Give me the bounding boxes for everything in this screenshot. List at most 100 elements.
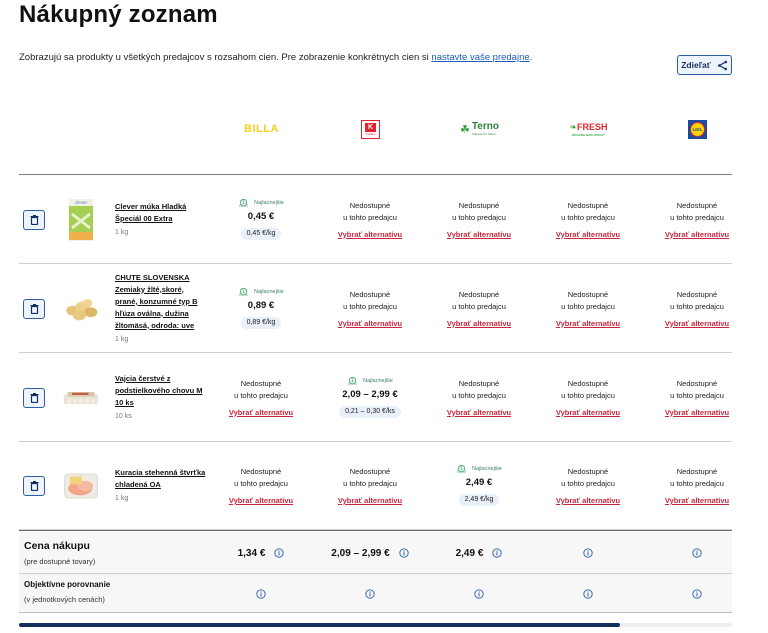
product-name-link[interactable]: Clever múka Hladká Špeciál 00 Extra bbox=[115, 201, 187, 223]
unavailable-text-line2: u tohto predajcu bbox=[343, 479, 397, 488]
product-name-link[interactable]: Kuracia stehenná štvrťka chladená OA bbox=[115, 468, 206, 489]
clover-icon: ☘ bbox=[460, 123, 470, 136]
unavailable-text: Nedostupné bbox=[240, 467, 282, 476]
choose-alternative-link[interactable]: Vybrať alternatívu bbox=[664, 318, 730, 328]
unavailable-text: Nedostupné bbox=[567, 378, 609, 388]
choose-alternative-link[interactable]: Vybrať alternatívu bbox=[446, 407, 512, 417]
retailer-logo-lidl: LIDL bbox=[643, 112, 752, 146]
intro-text-body: Zobrazujú sa produkty u všetkých predajc… bbox=[19, 52, 432, 63]
cheapest-badge: 1 Najlacnejšie bbox=[429, 464, 529, 474]
unavailable-text-line2: u tohto predajcu bbox=[234, 479, 288, 488]
product-quantity: 1 kg bbox=[115, 335, 129, 343]
total-price-row: Cena nákupu (pre dostupné tovary) 1,34 €… bbox=[19, 531, 732, 574]
product-image bbox=[63, 376, 99, 420]
lidl-logo: LIDL bbox=[688, 119, 707, 139]
info-icon[interactable] bbox=[399, 548, 409, 558]
set-stores-link[interactable]: nastavte vaše predajne bbox=[431, 52, 530, 63]
unavailable-text: Nedostupné bbox=[349, 289, 391, 299]
summary-section: Cena nákupu (pre dostupné tovary) 1,34 €… bbox=[19, 530, 732, 613]
offer-cell-fresh: Nedostupné u tohto predajcu Vybrať alterna… bbox=[538, 466, 638, 508]
total-price: 2,09 – 2,99 € bbox=[331, 547, 390, 559]
choose-alternative-link[interactable]: Vybrať alternatívu bbox=[664, 496, 730, 505]
choose-alternative-link[interactable]: Vybrať alternatívu bbox=[555, 318, 621, 328]
delete-item-button[interactable] bbox=[23, 387, 45, 408]
product-image bbox=[63, 287, 99, 331]
retailer-logo-billa: BILLA bbox=[207, 112, 316, 146]
offer-cell-lidl: Nedostupné u tohto predajcu Vybrať alterna… bbox=[647, 466, 747, 508]
product-row: Kuracia stehenná štvrťka chladená OA 1 kg… bbox=[19, 442, 732, 530]
info-icon[interactable] bbox=[274, 548, 285, 558]
cheapest-badge: 1 Najlacnejšie bbox=[320, 376, 420, 386]
choose-alternative-link[interactable]: Vybrať alternatívu bbox=[555, 496, 621, 505]
info-icon[interactable] bbox=[256, 589, 266, 599]
delete-item-button[interactable] bbox=[23, 298, 45, 319]
offer-cell-lidl: Nedostupné u tohto predajcu Vybrať alterna… bbox=[647, 378, 747, 420]
share-button[interactable]: Zdieľať bbox=[677, 55, 732, 75]
unavailable-text: Nedostupné bbox=[567, 200, 609, 210]
choose-alternative-link[interactable]: Vybrať alternatívu bbox=[337, 318, 403, 328]
cheapest-medal-icon: 1 bbox=[239, 198, 249, 207]
product-info: Vajcia čerstvé z podstielkového chovu M … bbox=[115, 373, 207, 420]
svg-text:clever: clever bbox=[75, 200, 88, 205]
product-image bbox=[63, 464, 99, 508]
retailer-logo-terno: ☘ Terno Vrátane ich zákon bbox=[425, 112, 534, 146]
choose-alternative-link[interactable]: Vybrať alternatívu bbox=[446, 229, 512, 239]
cheapest-label: Najlacnejšie bbox=[363, 377, 393, 384]
total-cell-terno: 2,49 € bbox=[429, 545, 529, 561]
product-quantity: 10 ks bbox=[115, 412, 132, 420]
info-icon[interactable] bbox=[492, 548, 503, 558]
info-icon[interactable] bbox=[365, 589, 375, 599]
choose-alternative-link[interactable]: Vybrať alternatívu bbox=[228, 407, 294, 417]
delete-item-button[interactable] bbox=[23, 209, 45, 230]
retailer-logo-kaufland: K Kaufland bbox=[316, 112, 425, 146]
offer-cell-lidl: Nedostupné u tohto predajcu Vybrať alterna… bbox=[647, 200, 747, 242]
total-cell-kaufland: 2,09 – 2,99 € bbox=[320, 545, 420, 561]
billa-logo: BILLA bbox=[244, 123, 279, 135]
unavailable-text: Nedostupné bbox=[349, 467, 391, 476]
offer-cell-lidl: Nedostupné u tohto predajcu Vybrať alterna… bbox=[647, 289, 747, 331]
choose-alternative-link[interactable]: Vybrať alternatívu bbox=[555, 229, 621, 239]
info-icon[interactable] bbox=[474, 589, 484, 599]
kaufland-logo-mark: K bbox=[365, 122, 376, 132]
retailer-header: BILLA K Kaufland ☘ Terno Vrátane ich zák… bbox=[0, 112, 768, 146]
offer-cell-billa: Nedostupné u tohto predajcu Vybrať alterna… bbox=[211, 466, 311, 508]
unavailable-text: Nedostupné bbox=[676, 467, 718, 476]
fresh-logo: ❧FRESH KRAJŠIE NAKUPOVAŤ bbox=[569, 122, 607, 137]
choose-alternative-link[interactable]: Vybrať alternatívu bbox=[555, 407, 621, 417]
choose-alternative-link[interactable]: Vybrať alternatívu bbox=[228, 496, 294, 505]
total-cell-lidl bbox=[647, 545, 747, 561]
unit-price-pill: 0,89 €/kg bbox=[240, 316, 282, 329]
share-icon bbox=[717, 60, 727, 70]
unavailable-text: Nedostupné bbox=[349, 200, 391, 210]
unavailable-text: Nedostupné bbox=[567, 467, 609, 476]
unavailable-text-line2: u tohto predajcu bbox=[452, 212, 506, 222]
unavailable-text-line2: u tohto predajcu bbox=[670, 479, 724, 488]
table-divider bbox=[19, 174, 732, 175]
product-name-link[interactable]: Vajcia čerstvé z podstielkového chovu M … bbox=[115, 373, 203, 407]
offer-cell-kaufland: Nedostupné u tohto predajcu Vybrať alterna… bbox=[320, 200, 420, 242]
unit-compare-title: Objektívne porovnanie bbox=[24, 580, 111, 589]
info-icon[interactable] bbox=[692, 548, 702, 558]
offer-price: 0,89 € bbox=[247, 299, 275, 311]
info-icon[interactable] bbox=[692, 589, 702, 599]
info-icon[interactable] bbox=[583, 548, 593, 558]
offer-price: 0,45 € bbox=[247, 210, 275, 222]
delete-item-button[interactable] bbox=[23, 476, 45, 496]
info-icon[interactable] bbox=[583, 589, 593, 599]
unit-compare-cell-billa bbox=[211, 586, 311, 602]
unavailable-text: Nedostupné bbox=[240, 378, 282, 388]
product-name-link[interactable]: CHUTE SLOVENSKA Zemiaky žlté,skoré, pran… bbox=[115, 272, 198, 330]
unavailable-text-line2: u tohto predajcu bbox=[561, 479, 615, 488]
choose-alternative-link[interactable]: Vybrať alternatívu bbox=[664, 407, 730, 417]
unavailable-text: Nedostupné bbox=[458, 378, 500, 388]
trash-icon bbox=[30, 481, 39, 491]
unit-price-pill: 2,49 €/kg bbox=[458, 494, 500, 506]
terno-logo-sub: Vrátane ich zákon bbox=[471, 132, 496, 136]
horizontal-scrollbar-thumb[interactable] bbox=[19, 623, 620, 627]
choose-alternative-link[interactable]: Vybrať alternatívu bbox=[446, 318, 512, 328]
choose-alternative-link[interactable]: Vybrať alternatívu bbox=[664, 229, 730, 239]
svg-text:1: 1 bbox=[242, 200, 245, 205]
total-cell-billa: 1,34 € bbox=[211, 545, 311, 561]
choose-alternative-link[interactable]: Vybrať alternatívu bbox=[337, 229, 403, 239]
choose-alternative-link[interactable]: Vybrať alternatívu bbox=[337, 496, 403, 505]
